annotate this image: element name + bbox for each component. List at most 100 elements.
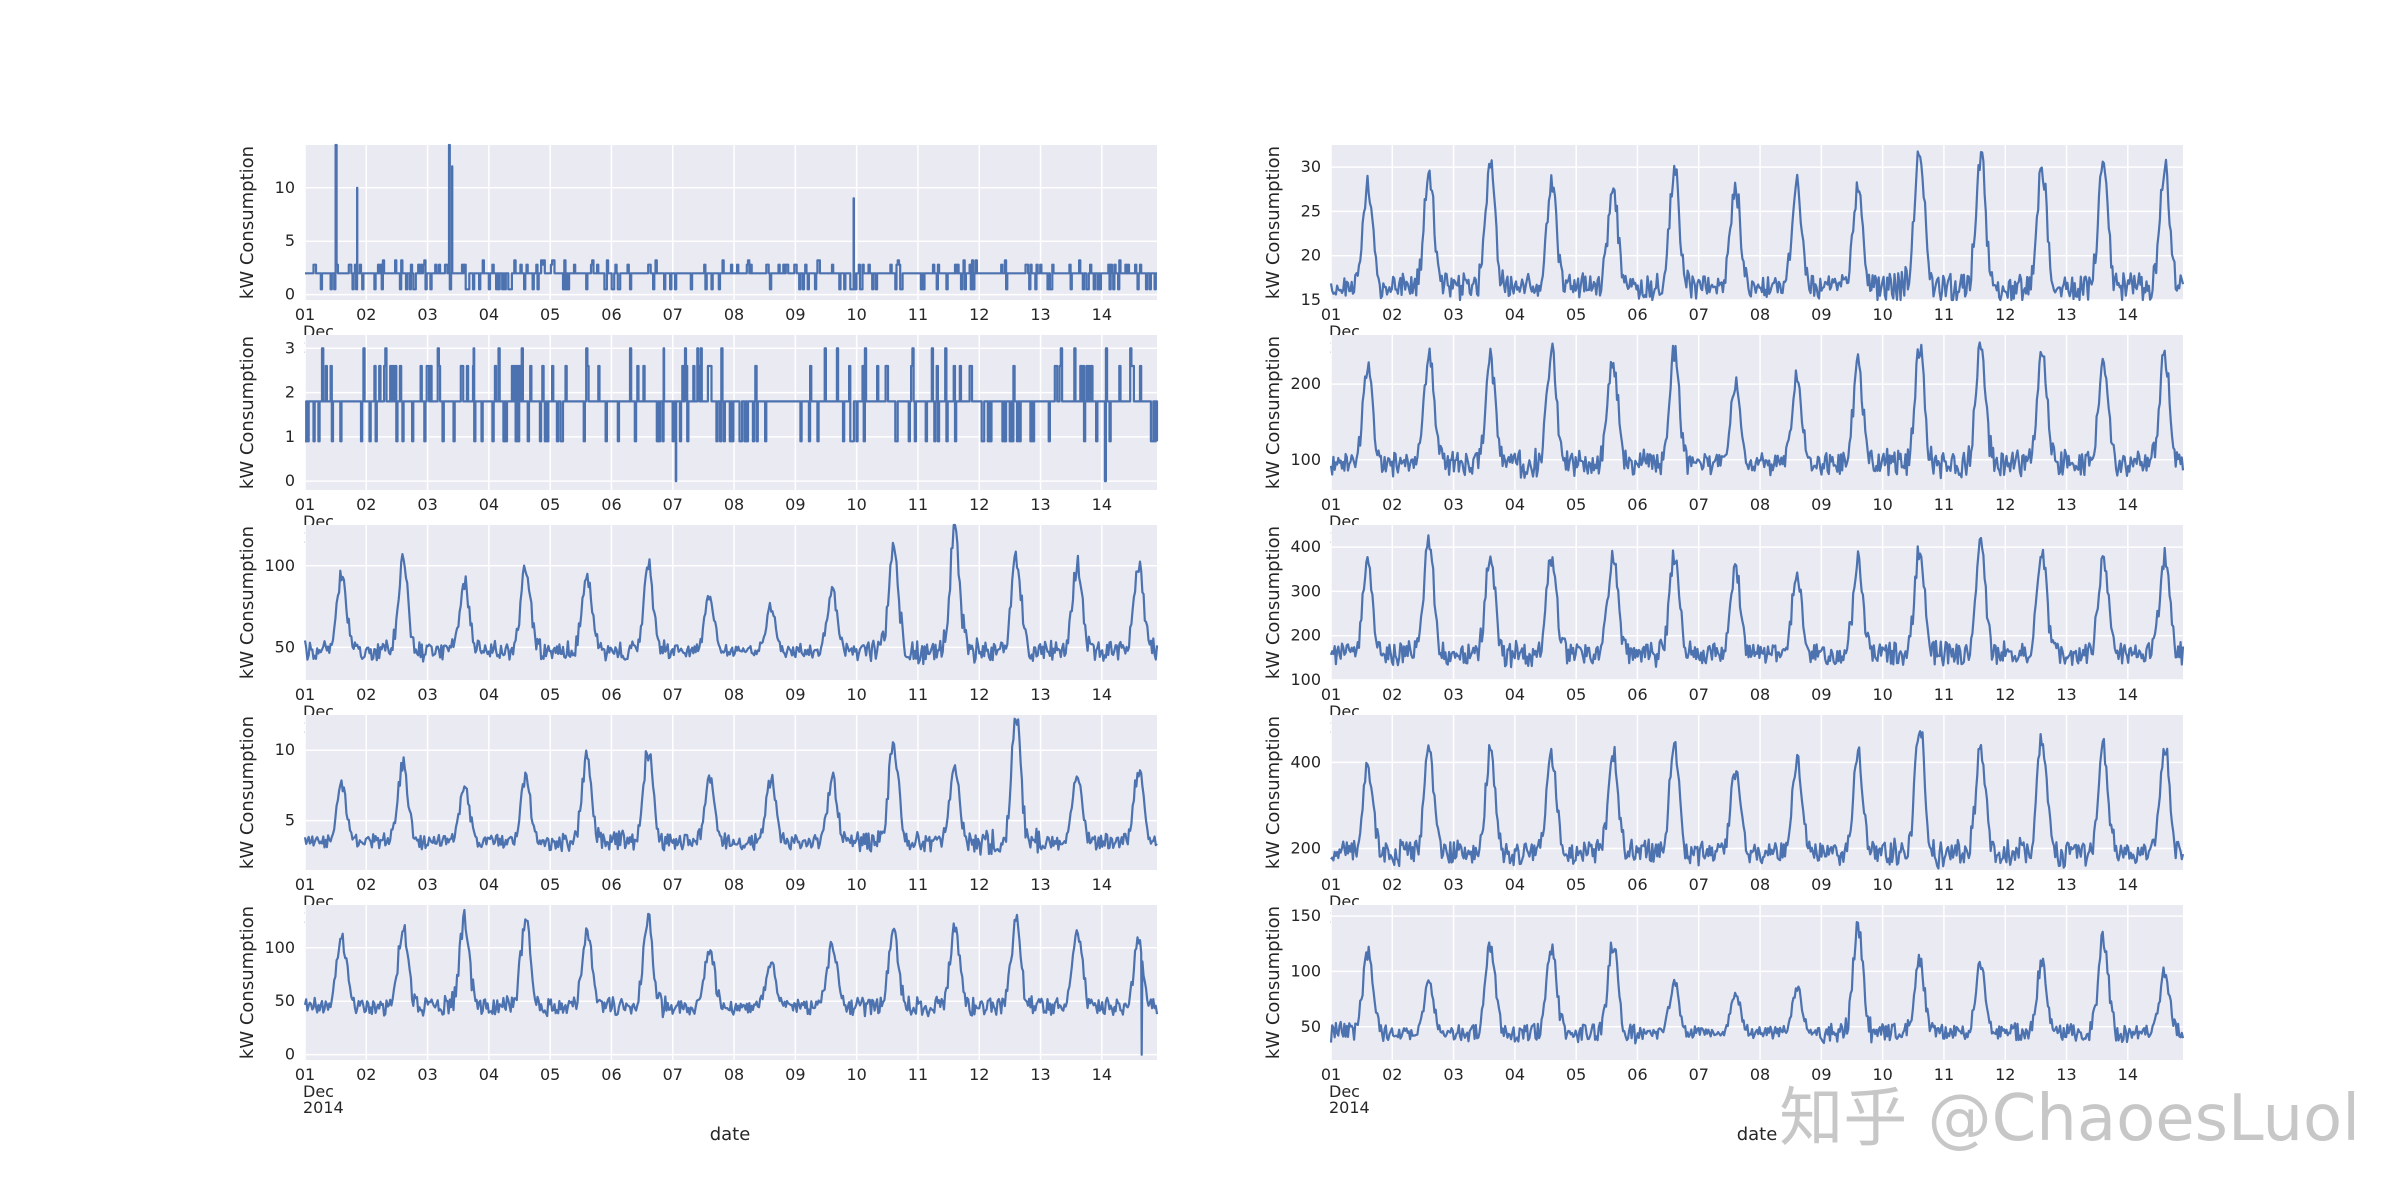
y-tick-label: 100 <box>1290 670 1321 689</box>
x-tick-label: 04 <box>479 1065 499 1084</box>
x-tick-label: 12 <box>969 685 989 704</box>
x-tick-label: 05 <box>1566 305 1586 324</box>
x-tick-label: 05 <box>540 1065 560 1084</box>
x-tick-label: 08 <box>1750 685 1770 704</box>
x-tick-label: 01 <box>295 305 315 324</box>
x-tick-label: 04 <box>479 495 499 514</box>
y-tick-label: 200 <box>1290 626 1321 645</box>
x-tick-label: 02 <box>1382 875 1402 894</box>
x-tick-label: 13 <box>1030 305 1050 324</box>
x-tick-label: 14 <box>2118 685 2138 704</box>
x-tick-label: 04 <box>479 305 499 324</box>
x-tick-label: 04 <box>479 875 499 894</box>
x-tick-label: 10 <box>1872 875 1892 894</box>
x-tick-label: 08 <box>724 495 744 514</box>
series-line <box>303 523 1159 666</box>
x-tick-label: 04 <box>1505 1065 1525 1084</box>
x-tick-label: 01 <box>1321 685 1341 704</box>
x-tick-label: 08 <box>724 1065 744 1084</box>
y-axis-label: kW Consumption <box>237 146 258 299</box>
x-tick-sublabel: 2014 <box>303 1098 344 1117</box>
x-tick-label: 10 <box>1872 685 1892 704</box>
x-tick-label: 11 <box>908 1065 928 1084</box>
x-tick-label: 03 <box>1443 1065 1463 1084</box>
x-tick-sublabel: 2014 <box>1329 1098 1370 1117</box>
y-tick-label: 30 <box>1301 157 1321 176</box>
x-tick-label: 01 <box>295 685 315 704</box>
x-tick-label: 08 <box>1750 495 1770 514</box>
y-tick-label: 200 <box>1290 374 1321 393</box>
x-tick-label: 13 <box>2056 685 2076 704</box>
x-axis-label-right: date <box>1737 1124 1778 1145</box>
x-tick-label: 06 <box>601 1065 621 1084</box>
x-tick-label: 04 <box>1505 305 1525 324</box>
x-tick-label: 03 <box>417 875 437 894</box>
y-axis-label: kW Consumption <box>1263 906 1284 1059</box>
subplot-3: 501000102030405060708091011121314Dec2014… <box>237 523 1159 737</box>
x-tick-label: 11 <box>1934 685 1954 704</box>
subplot-10: 50 100 150 01 02 03 04 05 06 07 08 09 10 11 12 13 14 Dec2… <box>1263 905 2185 1117</box>
y-axis-label: kW Consumption <box>237 906 258 1059</box>
x-tick-label: 06 <box>601 305 621 324</box>
x-tick-label: 05 <box>1566 875 1586 894</box>
x-tick-label: 06 <box>601 685 621 704</box>
x-tick-label: 04 <box>1505 685 1525 704</box>
x-tick-label: 06 <box>601 875 621 894</box>
y-tick-label: 300 <box>1290 581 1321 600</box>
x-tick-label: 11 <box>1934 1065 1954 1084</box>
y-tick-label: 400 <box>1290 752 1321 771</box>
subplot-2: 01230102030405060708091011121314Dec2014k… <box>237 335 1159 547</box>
x-tick-label: 05 <box>1566 685 1586 704</box>
x-tick-label: 07 <box>1689 305 1709 324</box>
x-tick-label: 12 <box>1995 875 2015 894</box>
x-tick-label: 14 <box>1092 495 1112 514</box>
x-tick-label: 12 <box>1995 1065 2015 1084</box>
y-axis-label: kW Consumption <box>237 716 258 869</box>
y-axis-label: kW Consumption <box>1263 526 1284 679</box>
x-tick-label: 13 <box>1030 495 1050 514</box>
x-tick-label: 11 <box>1934 305 1954 324</box>
series-line <box>1329 150 2185 302</box>
subplot-4: 5100102030405060708091011121314Dec2014kW… <box>237 715 1158 927</box>
x-tick-label: 02 <box>356 305 376 324</box>
y-tick-label: 3 <box>285 338 295 357</box>
subplot-5: 0 50 100 01 02 03 04 05 06 07 08 09 10 11 12 13 14 Dec201… <box>237 905 1159 1117</box>
x-tick-label: 09 <box>1811 685 1831 704</box>
y-tick-label: 2 <box>285 383 295 402</box>
series-line <box>1330 730 2185 870</box>
x-tick-label: 13 <box>2056 875 2076 894</box>
x-tick-label: 10 <box>846 875 866 894</box>
x-tick-label: 07 <box>663 305 683 324</box>
series-line <box>1329 534 2185 669</box>
x-tick-label: 13 <box>2056 495 2076 514</box>
x-tick-label: 13 <box>2056 1065 2076 1084</box>
x-tick-label: 08 <box>724 305 744 324</box>
series-line <box>305 143 1157 291</box>
x-tick-label: 07 <box>663 1065 683 1084</box>
x-tick-label: 14 <box>2118 875 2138 894</box>
x-tick-label: 01 <box>1321 495 1341 514</box>
y-axis-label: kW Consumption <box>237 336 258 489</box>
x-tick-label: 02 <box>1382 685 1402 704</box>
x-tick-label: 14 <box>1092 305 1112 324</box>
x-tick-label: 06 <box>1627 305 1647 324</box>
x-tick-label: 03 <box>417 1065 437 1084</box>
x-tick-label: 01 <box>295 875 315 894</box>
y-tick-label: 25 <box>1301 201 1321 220</box>
y-tick-label: 20 <box>1301 246 1321 265</box>
x-tick-label: 14 <box>1092 875 1112 894</box>
x-tick-label: 03 <box>1443 875 1463 894</box>
x-tick-label: 12 <box>969 1065 989 1084</box>
x-tick-label: 10 <box>1872 1065 1892 1084</box>
x-tick-label: 07 <box>663 875 683 894</box>
x-tick-label: 08 <box>1750 875 1770 894</box>
x-tick-label: 13 <box>2056 305 2076 324</box>
x-tick-label: 03 <box>417 495 437 514</box>
x-tick-label: 01 <box>295 1065 315 1084</box>
y-tick-label: 15 <box>1301 290 1321 309</box>
x-tick-label: 02 <box>1382 495 1402 514</box>
y-tick-label: 0 <box>285 471 295 490</box>
x-tick-label: 11 <box>908 305 928 324</box>
x-tick-label: 14 <box>2118 495 2138 514</box>
